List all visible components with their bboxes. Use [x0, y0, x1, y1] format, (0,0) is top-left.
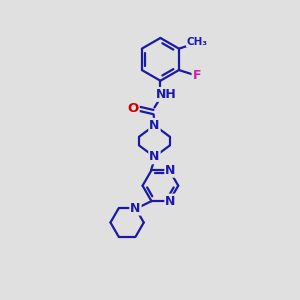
Text: N: N: [149, 119, 160, 132]
Text: N: N: [149, 150, 160, 163]
Text: F: F: [193, 69, 201, 82]
Text: N: N: [130, 202, 141, 214]
Text: O: O: [128, 102, 139, 115]
Text: N: N: [165, 164, 176, 177]
Text: CH₃: CH₃: [187, 37, 208, 46]
Text: N: N: [165, 195, 176, 208]
Text: NH: NH: [155, 88, 176, 101]
